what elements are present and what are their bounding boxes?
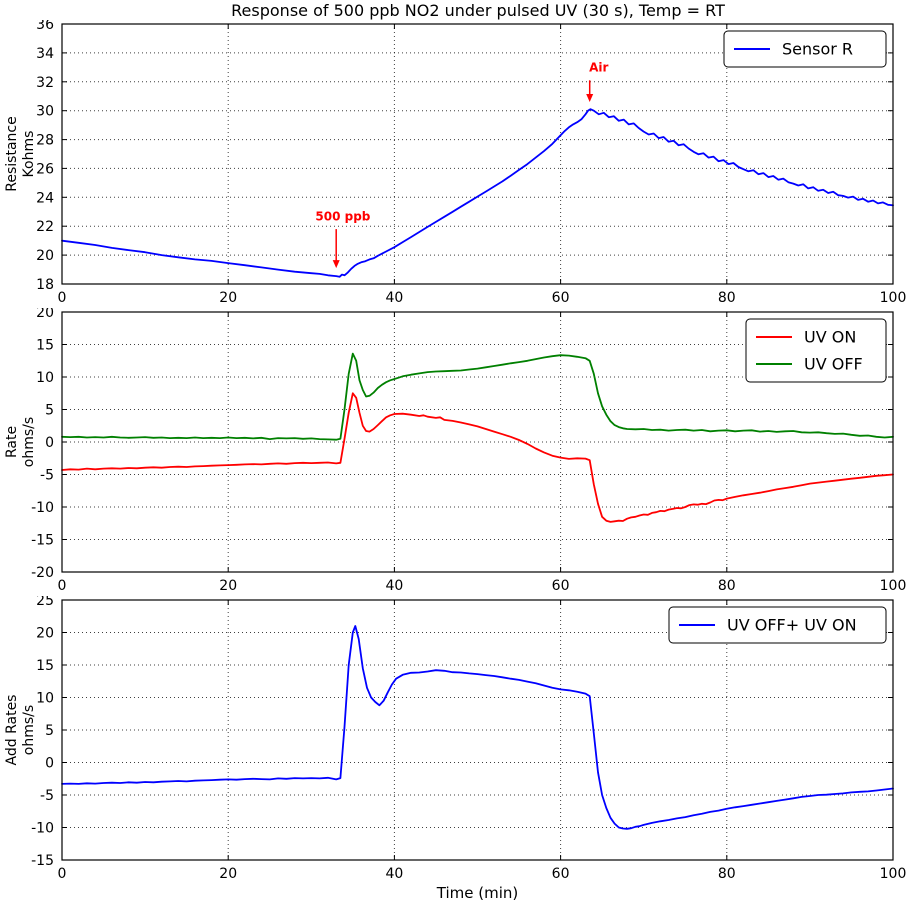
y-tick-label: 30 xyxy=(36,104,54,120)
plot-border xyxy=(61,599,894,861)
x-tick-label: 40 xyxy=(385,290,403,306)
x-tick-label: 0 xyxy=(58,578,67,594)
x-tick-label: 20 xyxy=(219,290,237,306)
x-tick-label: 0 xyxy=(58,866,67,882)
y-tick-label: -5 xyxy=(40,788,54,804)
resistance-chart: 0 20 40 60 80 100 18 20 22 24 26 28 30 32 34 36 500 ppb A… xyxy=(4,20,907,306)
y-tick-label: 10 xyxy=(36,370,54,386)
y-tick-label: 34 xyxy=(36,46,54,62)
y-tick-label: 20 xyxy=(36,308,54,321)
y-tick-label: 0 xyxy=(45,435,54,451)
x-tick-label: 100 xyxy=(880,866,907,882)
y-tick-label: -20 xyxy=(31,565,54,581)
x-tick-label: 40 xyxy=(385,866,403,882)
y-tick-label: 20 xyxy=(36,248,54,264)
y-tick-label: 5 xyxy=(45,403,54,419)
x-axis-label: Time (min) xyxy=(436,884,519,902)
y-tick-label: -15 xyxy=(31,533,54,549)
y-tick-label: -10 xyxy=(31,500,54,516)
x-tick-label: 60 xyxy=(552,578,570,594)
y-axis-label: Resistance xyxy=(4,116,20,191)
chart-title: Response of 500 ppb NO2 under pulsed UV … xyxy=(231,1,725,20)
x-tick-label: 0 xyxy=(58,290,67,306)
y-axis-label: ohms/s xyxy=(21,705,37,755)
y-axis-label: Add Rates xyxy=(4,695,20,766)
y-tick-label: 15 xyxy=(36,338,54,354)
annotation-label: Air xyxy=(589,61,608,75)
legend-box xyxy=(745,318,887,383)
series-line xyxy=(61,625,894,830)
y-tick-label: 26 xyxy=(36,161,54,177)
y-tick-label: 28 xyxy=(36,133,54,149)
legend-label: UV OFF+ UV ON xyxy=(727,616,857,635)
y-tick-label: 25 xyxy=(36,596,54,609)
annotation-arrowhead xyxy=(332,260,340,269)
y-tick-label: 18 xyxy=(36,277,54,293)
y-tick-label: 10 xyxy=(36,691,54,707)
series-line xyxy=(61,392,894,523)
y-tick-label: 0 xyxy=(45,756,54,772)
annotation-arrowhead xyxy=(586,94,594,102)
y-axis-label: Kohms xyxy=(21,131,37,178)
y-axis-label: Rate xyxy=(4,426,20,458)
y-tick-label: 5 xyxy=(45,723,54,739)
y-tick-label: 20 xyxy=(36,626,54,642)
x-tick-label: 20 xyxy=(219,866,237,882)
y-tick-label: -10 xyxy=(31,821,54,837)
legend-label: UV ON xyxy=(804,328,856,347)
y-tick-label: 24 xyxy=(36,190,54,206)
x-tick-label: 40 xyxy=(385,578,403,594)
x-tick-label: 100 xyxy=(880,578,907,594)
x-tick-label: 80 xyxy=(718,290,736,306)
series-line xyxy=(61,108,894,278)
x-tick-label: 60 xyxy=(552,866,570,882)
plot-border xyxy=(61,311,894,573)
x-tick-label: 80 xyxy=(718,578,736,594)
legend-label: Sensor R xyxy=(782,40,853,59)
annotation-label: 500 ppb xyxy=(315,209,370,223)
legend-label: UV OFF xyxy=(804,355,863,374)
plot-border xyxy=(61,23,894,285)
x-tick-label: 20 xyxy=(219,578,237,594)
add-rates-chart: 0 20 40 60 80 100 -15 -10 -5 0 5 10 15 20 25 Add Rates o… xyxy=(4,596,907,882)
x-tick-label: 100 xyxy=(880,290,907,306)
x-tick-label: 60 xyxy=(552,290,570,306)
series-line xyxy=(61,352,894,441)
x-tick-label: 80 xyxy=(718,866,736,882)
legend-box xyxy=(668,606,887,644)
legend-box xyxy=(723,30,887,68)
y-tick-label: -15 xyxy=(31,853,54,869)
y-tick-label: 36 xyxy=(36,20,54,33)
y-tick-label: -5 xyxy=(40,468,54,484)
y-tick-label: 15 xyxy=(36,658,54,674)
rate-chart: 0 20 40 60 80 100 -20 -15 -10 -5 0 5 10 15 20 Rate ohms/… xyxy=(4,308,907,594)
y-tick-label: 22 xyxy=(36,219,54,235)
y-axis-label: ohms/s xyxy=(21,417,37,467)
y-tick-label: 32 xyxy=(36,75,54,91)
